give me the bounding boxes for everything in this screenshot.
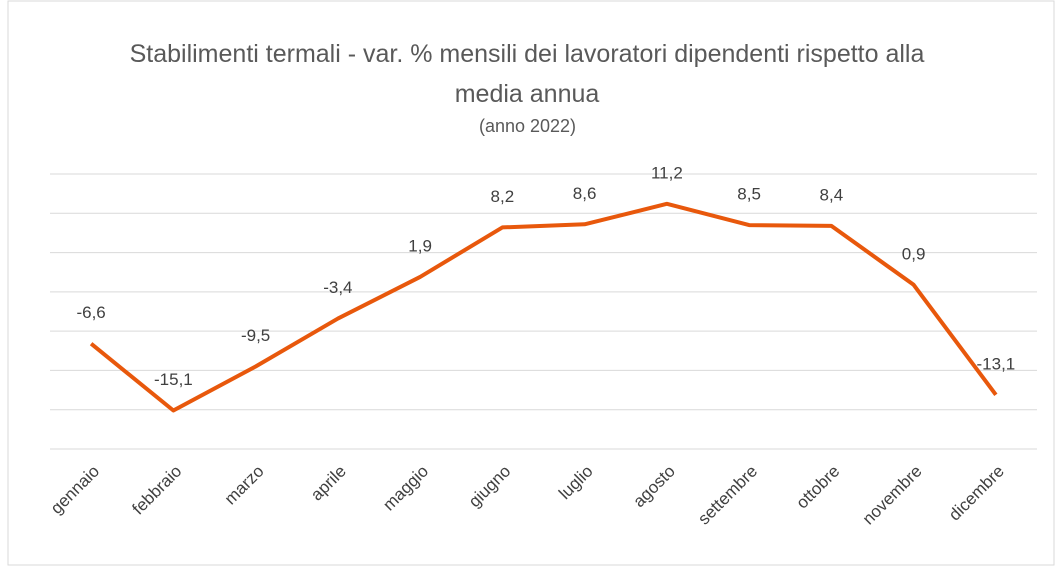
x-tick-label: luglio: [555, 462, 597, 504]
x-tick-label: maggio: [379, 462, 432, 515]
x-tick-label: ottobre: [793, 462, 844, 513]
chart-title: Stabilimenti termali - var. % mensili de…: [129, 40, 925, 108]
data-label: 1,9: [408, 236, 432, 255]
data-label: 8,6: [573, 184, 597, 203]
data-label: -9,5: [241, 326, 270, 345]
chart-frame: [7, 0, 1055, 566]
x-tick-label: gennaio: [47, 462, 103, 518]
data-label: -15,1: [154, 370, 193, 389]
data-label: -6,6: [76, 303, 105, 322]
line-series: [89, 201, 998, 413]
x-tick-label: settembre: [694, 462, 761, 529]
x-tick-label: novembre: [859, 462, 926, 529]
data-label: 8,5: [737, 185, 761, 204]
x-tick-label: agosto: [629, 462, 679, 512]
data-label: 0,9: [902, 244, 926, 263]
data-label: 8,2: [491, 187, 515, 206]
x-tick-label: dicembre: [945, 462, 1008, 525]
x-tick-label: aprile: [307, 462, 350, 505]
x-tick-label: marzo: [221, 462, 268, 509]
x-tick-label: febbraio: [128, 462, 185, 519]
data-label: 8,4: [820, 185, 844, 204]
x-tick-label: giugno: [465, 462, 515, 512]
data-label: -3,4: [323, 278, 352, 297]
data-label: -13,1: [977, 354, 1016, 373]
data-label: 11,2: [651, 163, 683, 182]
chart-subtitle: (anno 2022): [478, 116, 577, 136]
